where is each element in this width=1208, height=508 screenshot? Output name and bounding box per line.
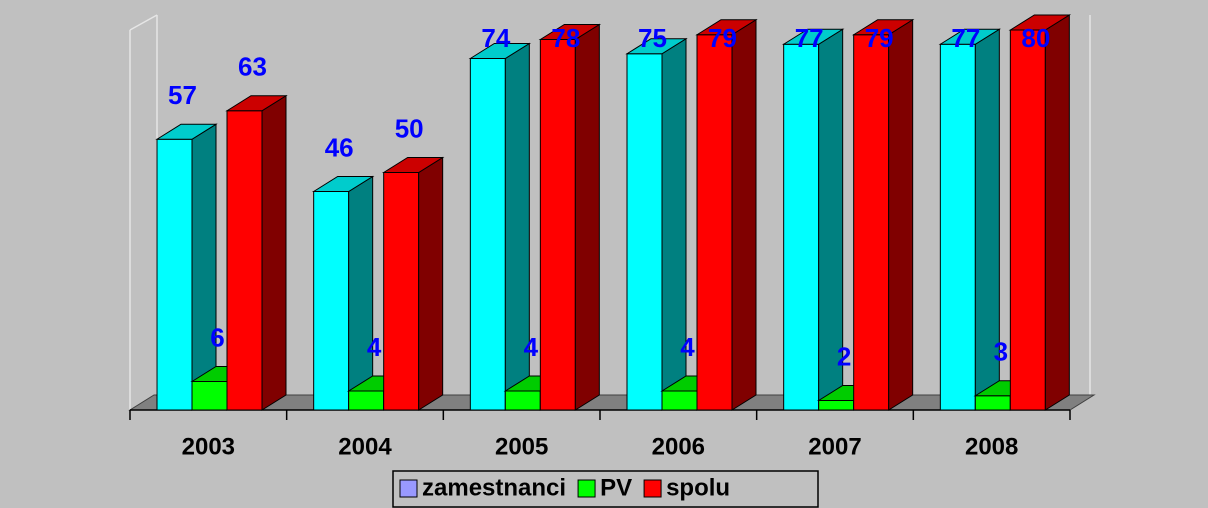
bar: [695, 18, 758, 411]
data-label: 80: [1021, 23, 1050, 53]
x-tick-label: 2003: [182, 433, 235, 460]
data-label: 46: [325, 132, 354, 162]
data-label: 2: [837, 341, 851, 371]
bar-side: [261, 94, 287, 411]
bar-front: [313, 191, 350, 411]
bar-top: [1008, 14, 1072, 31]
bar-front: [226, 110, 263, 411]
bar: [851, 18, 915, 411]
bar: [538, 23, 602, 411]
bar: [1008, 14, 1072, 411]
bar-front: [783, 43, 820, 411]
bar-side: [574, 23, 600, 411]
legend-swatch: [399, 479, 418, 498]
bar-front: [1009, 29, 1046, 411]
bar-front: [626, 53, 663, 411]
bar-top: [381, 157, 445, 173]
bar-side: [731, 18, 757, 411]
legend-swatch: [643, 479, 662, 498]
bar: [225, 94, 288, 411]
data-label: 75: [638, 23, 667, 53]
bar-front: [853, 34, 890, 411]
data-label: 4: [680, 332, 695, 362]
data-label: 77: [795, 23, 824, 53]
bar-front: [469, 58, 506, 411]
data-label: 79: [865, 23, 894, 53]
data-label: 77: [951, 23, 980, 53]
bar-top: [311, 176, 375, 192]
bar: [625, 37, 688, 411]
bar-top: [538, 24, 602, 40]
bar-front: [156, 138, 193, 411]
bar-front: [818, 400, 855, 411]
bar-side: [888, 18, 914, 411]
data-label: 79: [708, 23, 737, 53]
bar-side: [191, 123, 217, 411]
bar-front: [504, 390, 541, 411]
data-label: 63: [238, 52, 267, 82]
data-label: 74: [481, 23, 510, 53]
bar: [311, 175, 375, 411]
x-tick-label: 2006: [652, 433, 705, 460]
bar-front: [661, 390, 698, 411]
data-label: 78: [551, 23, 580, 53]
side-wall-edge: [129, 14, 158, 31]
bar-side: [418, 156, 444, 411]
data-label: 3: [994, 337, 1008, 367]
bar-front: [348, 390, 385, 411]
x-tick-label: 2005: [495, 433, 548, 460]
bar: [381, 156, 445, 411]
data-label: 4: [367, 332, 382, 362]
x-tick-label: 2007: [808, 433, 861, 460]
bar: [155, 123, 218, 411]
bar: [781, 28, 845, 411]
bar-side: [348, 175, 374, 411]
bar-top: [225, 95, 288, 112]
bar-front: [974, 395, 1011, 411]
bar-side: [1044, 14, 1070, 411]
data-label: 6: [210, 322, 224, 352]
data-label: 50: [395, 113, 424, 143]
legend-label: spolu: [666, 474, 730, 501]
bar-front: [539, 39, 576, 411]
bar-top: [781, 28, 845, 45]
bar-front: [939, 43, 976, 411]
bar-top: [695, 19, 758, 36]
bar-front: [696, 34, 733, 411]
bar-front: [383, 172, 420, 411]
x-tick-label: 2004: [338, 433, 392, 460]
bar-front: [191, 381, 228, 411]
data-label: 57: [168, 80, 197, 110]
legend-swatch: [577, 479, 596, 498]
legend-box: [392, 470, 819, 508]
data-label: 4: [524, 332, 539, 362]
bar: [938, 28, 1002, 411]
bar-top: [851, 19, 915, 36]
legend-label: zamestnanci: [422, 474, 566, 501]
legend-label: PV: [600, 474, 632, 501]
bar: [468, 42, 532, 411]
bar-top: [468, 43, 532, 59]
bar-top: [625, 38, 688, 55]
bar-top: [938, 28, 1002, 45]
legend: zamestnanci PV spolu: [392, 470, 819, 508]
bar-top: [155, 123, 218, 140]
x-tick-label: 2008: [965, 433, 1018, 460]
